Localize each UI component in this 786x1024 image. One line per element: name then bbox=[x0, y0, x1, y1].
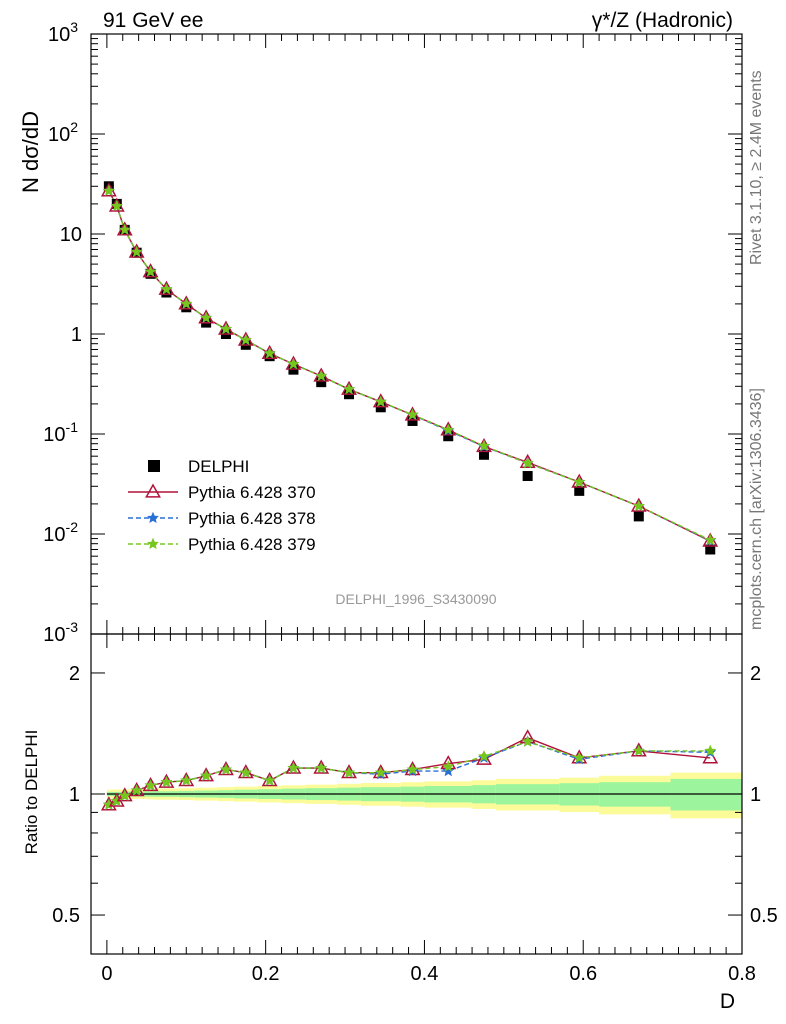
delphi-point bbox=[633, 511, 644, 522]
y-tick-label: 10-3 bbox=[43, 619, 78, 646]
ratio-p379-point bbox=[521, 735, 534, 747]
legend-entry: Pythia 6.428 378 bbox=[188, 509, 316, 528]
y-tick-label: 1 bbox=[71, 324, 82, 346]
y-tick-label: 102 bbox=[48, 119, 78, 146]
x-tick-label: 0.2 bbox=[252, 963, 280, 985]
legend: DELPHI Pythia 6.428 370 Pythia 6.428 378 Py… bbox=[128, 457, 316, 554]
ratio-p379-point bbox=[478, 750, 490, 762]
ratio-p379-point bbox=[130, 784, 143, 796]
x-tick-label: 0.4 bbox=[411, 963, 439, 985]
mcplots-label: mcplots.cern.ch [arXiv:1306.3436] bbox=[748, 388, 765, 630]
main-ylabel: N dσ/dD bbox=[18, 111, 43, 193]
ratio-p370-point bbox=[476, 750, 492, 765]
ratio-p379-point bbox=[406, 763, 419, 775]
ratio-p379-point bbox=[239, 766, 252, 778]
p379-point bbox=[118, 223, 131, 235]
ratio-p379-point bbox=[118, 789, 131, 801]
p379-point bbox=[219, 322, 232, 335]
ratio-p379-point bbox=[287, 761, 300, 774]
ratio-p379-point bbox=[573, 751, 586, 763]
legend-marker bbox=[147, 537, 159, 550]
ratio-y-tick-label-right: 0.5 bbox=[750, 905, 778, 927]
ratio-p379-point bbox=[110, 794, 123, 807]
ratio-p379-point bbox=[144, 779, 157, 791]
ratio-y-tick-label-right: 2 bbox=[750, 663, 761, 685]
p379-point bbox=[110, 199, 123, 212]
delphi-point bbox=[705, 544, 716, 555]
legend-marker bbox=[148, 460, 160, 472]
p379-point bbox=[442, 423, 455, 435]
p379-point bbox=[343, 383, 355, 395]
p379-point bbox=[704, 533, 717, 546]
series-line-3 bbox=[108, 190, 711, 541]
delphi-point bbox=[443, 431, 454, 442]
ratio-line-2 bbox=[108, 740, 711, 806]
ratio-p379-point bbox=[374, 766, 387, 778]
x-tick-label: 0.8 bbox=[728, 963, 756, 985]
x-axis-label: D bbox=[720, 990, 735, 1013]
y-tick-label: 10-1 bbox=[43, 419, 78, 446]
ratio-p379-point bbox=[442, 760, 455, 772]
delphi-point bbox=[316, 377, 327, 388]
p379-point bbox=[144, 265, 157, 277]
ratio-p379-point bbox=[102, 798, 115, 810]
p379-point bbox=[102, 184, 115, 196]
ratio-p379-point bbox=[343, 766, 355, 778]
ratio-p379-point bbox=[704, 744, 717, 756]
p379-point bbox=[239, 333, 252, 346]
ratio-y-tick-label: 0.5 bbox=[52, 905, 80, 927]
ratio-panel-frame bbox=[90, 633, 743, 955]
delphi-point bbox=[181, 302, 192, 313]
ratio-p379-point bbox=[263, 774, 276, 786]
y-tick-label: 10-2 bbox=[43, 519, 78, 546]
p379-point bbox=[200, 311, 213, 323]
analysis-id: DELPHI_1996_S3430090 bbox=[335, 591, 496, 607]
collision-label: 91 GeV ee bbox=[103, 9, 203, 32]
legend-entry: DELPHI bbox=[188, 457, 249, 476]
p379-point bbox=[263, 347, 276, 359]
ratio-ylabel: Ratio to DELPHI bbox=[22, 730, 41, 855]
p379-point bbox=[180, 297, 193, 309]
p379-point bbox=[632, 499, 645, 512]
main-panel: 10-3 10-2 10-1 1 10 102 103 bbox=[43, 19, 743, 646]
ratio-panel: 0.5 0.5 1 1 2 2 bbox=[52, 633, 778, 955]
ratio-y-tick-label: 2 bbox=[69, 663, 80, 685]
x-tick-label: 0 bbox=[101, 963, 112, 985]
p379-point bbox=[374, 395, 387, 407]
ratio-p379-point bbox=[219, 763, 232, 775]
ratio-line-3 bbox=[108, 740, 711, 806]
p379-point bbox=[478, 439, 490, 452]
p379-point bbox=[160, 283, 173, 295]
ratio-p378-point bbox=[442, 764, 455, 777]
delphi-point bbox=[478, 449, 489, 460]
p379-point bbox=[130, 245, 143, 258]
p379-point bbox=[406, 408, 419, 420]
ratio-y-tick-label-right: 1 bbox=[750, 784, 761, 806]
y-tick-label: 10 bbox=[60, 224, 82, 246]
rivet-label: Rivet 3.1.10, ≥ 2.4M events bbox=[748, 70, 765, 265]
delphi-point bbox=[407, 415, 418, 426]
ratio-p379-point bbox=[632, 744, 645, 756]
p379-point bbox=[287, 357, 300, 370]
delphi-point bbox=[522, 471, 533, 482]
legend-marker bbox=[147, 511, 159, 524]
p379-point bbox=[315, 369, 328, 382]
y-tick-label: 103 bbox=[48, 19, 78, 46]
uncertainty-band-inner bbox=[670, 778, 742, 811]
p379-point bbox=[573, 475, 586, 488]
ratio-p379-point bbox=[200, 769, 213, 781]
p379-point bbox=[521, 456, 534, 469]
ratio-p379-point bbox=[315, 761, 328, 774]
process-label: γ*/Z (Hadronic) bbox=[592, 9, 733, 32]
legend-entry: Pythia 6.428 370 bbox=[188, 483, 316, 502]
legend-entry: Pythia 6.428 379 bbox=[188, 535, 316, 554]
ratio-p379-point bbox=[180, 774, 193, 786]
legend-marker bbox=[145, 483, 161, 498]
ratio-y-tick-label: 1 bbox=[69, 784, 80, 806]
ratio-p379-point bbox=[160, 775, 173, 788]
delphi-point bbox=[574, 485, 585, 496]
delphi-point bbox=[161, 287, 172, 298]
x-tick-label: 0.6 bbox=[569, 963, 597, 985]
